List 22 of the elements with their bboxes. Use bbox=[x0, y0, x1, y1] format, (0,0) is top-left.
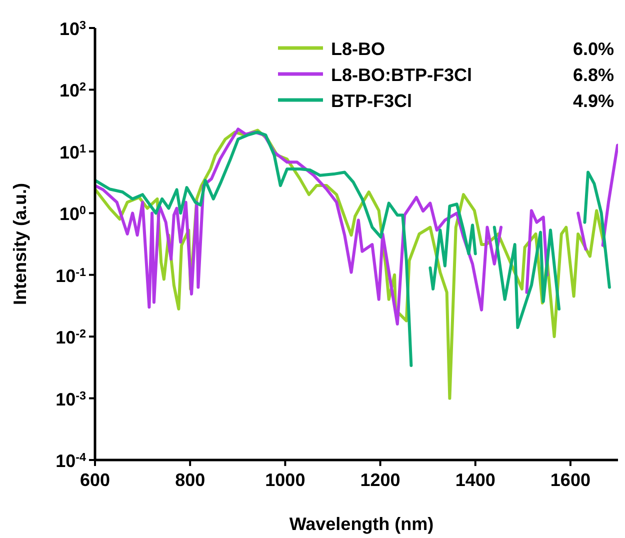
x-tick-label: 800 bbox=[175, 470, 206, 490]
x-tick-label: 1000 bbox=[265, 470, 306, 490]
annotation: 4.9% bbox=[572, 91, 614, 111]
annotation: 6.8% bbox=[572, 65, 614, 85]
y-tick-label: 10$^{1}$ bbox=[59, 142, 86, 162]
legend-label: BTP-F3Cl bbox=[331, 91, 412, 111]
y-tick-label: 10$^{2}$ bbox=[59, 80, 86, 101]
y-tick-label: 10$^{-4}$ bbox=[56, 450, 86, 471]
x-axis-title: Wavelength (nm) bbox=[289, 514, 434, 534]
y-tick-label: 10$^{0}$ bbox=[59, 204, 86, 224]
legend-label: L8-BO:BTP-F3Cl bbox=[331, 65, 472, 85]
y-axis-title: Intensity (a.u.) bbox=[10, 182, 30, 306]
y-tick-label: 10$^{3}$ bbox=[59, 18, 86, 39]
x-tick-label: 1200 bbox=[360, 470, 400, 490]
x-tick-label: 1400 bbox=[455, 470, 496, 490]
legend-label: L8-BO bbox=[331, 39, 385, 59]
y-tick-label: 10$^{-3}$ bbox=[56, 388, 86, 410]
y-tick-label: 10$^{-1}$ bbox=[56, 265, 86, 286]
annotation: 6.0% bbox=[572, 39, 614, 59]
x-tick-label: 600 bbox=[80, 470, 110, 490]
y-tick-label: 10$^{-2}$ bbox=[56, 327, 86, 348]
x-tick-label: 1600 bbox=[550, 470, 590, 490]
